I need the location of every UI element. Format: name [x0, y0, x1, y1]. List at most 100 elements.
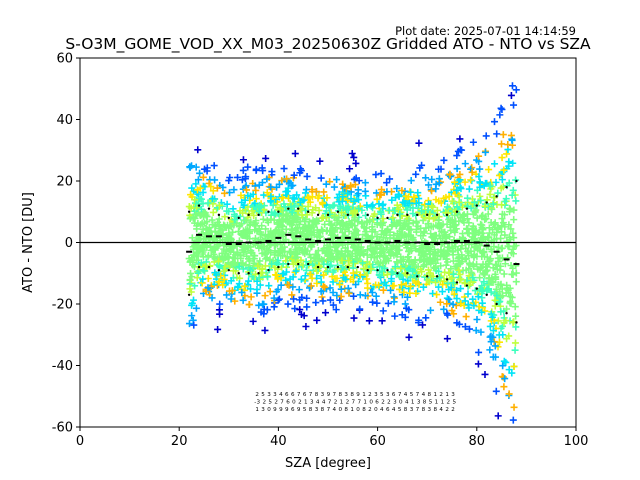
data-point: [241, 216, 249, 224]
data-point: [282, 225, 290, 233]
data-point: [379, 221, 387, 229]
data-point: [361, 179, 369, 187]
data-point: [503, 237, 511, 245]
data-point: [467, 176, 475, 184]
data-point: [512, 312, 520, 320]
data-point: [192, 163, 200, 171]
data-point: [393, 201, 401, 209]
data-point: [449, 248, 457, 256]
data-point: [400, 219, 408, 227]
data-point: [270, 294, 278, 302]
data-point: [412, 273, 420, 281]
x-tick-label: 80: [469, 434, 486, 449]
data-point: [512, 176, 520, 184]
data-point: [290, 195, 298, 203]
data-point: [371, 244, 379, 252]
data-point: [317, 278, 325, 286]
data-point: [405, 306, 413, 314]
data-point: [509, 186, 517, 194]
data-point: [268, 260, 276, 268]
data-point: [455, 198, 463, 206]
data-point: [489, 200, 497, 208]
data-point: [285, 248, 293, 256]
data-point: [453, 165, 461, 173]
data-point: [457, 285, 465, 293]
data-point: [511, 303, 519, 311]
data-point: [193, 237, 201, 245]
data-point: [205, 251, 213, 259]
data-point: [223, 200, 231, 208]
data-point: [505, 221, 513, 229]
data-point: [197, 205, 205, 213]
data-point: [474, 360, 482, 368]
data-point: [263, 216, 271, 224]
data-point: [362, 228, 370, 236]
data-point: [500, 383, 508, 391]
data-point: [194, 176, 202, 184]
data-point: [431, 231, 439, 239]
data-point: [215, 257, 223, 265]
data-point: [460, 301, 468, 309]
data-point: [228, 287, 236, 295]
data-point: [300, 196, 308, 204]
data-point: [509, 159, 517, 167]
data-point: [454, 246, 462, 254]
data-point: [445, 268, 453, 276]
data-point: [312, 219, 320, 227]
data-point: [396, 242, 404, 250]
data-point: [465, 185, 473, 193]
bin-lower-marker: [435, 275, 439, 278]
data-point: [437, 178, 445, 186]
data-point: [462, 266, 470, 274]
y-axis: -60 -40 -20 0 20 40 60: [52, 52, 80, 436]
data-point: [297, 310, 305, 318]
data-point: [462, 313, 470, 321]
data-point: [302, 215, 310, 223]
bin-lower-marker: [445, 278, 449, 281]
data-point: [499, 373, 507, 381]
data-point: [376, 245, 384, 253]
data-point: [393, 185, 401, 193]
data-point: [486, 333, 494, 341]
data-point: [472, 243, 480, 251]
data-point: [192, 304, 200, 312]
data-point: [439, 228, 447, 236]
data-point: [190, 245, 198, 253]
plot-date: Plot date: 2025-07-01 14:14:59: [395, 24, 576, 38]
data-point: [298, 229, 306, 237]
bin-upper-marker: [316, 213, 320, 217]
data-point: [406, 265, 414, 273]
data-point: [471, 287, 479, 295]
data-point: [246, 192, 254, 200]
data-point: [229, 228, 237, 236]
data-point: [485, 166, 493, 174]
data-point: [496, 288, 504, 296]
data-point: [317, 174, 325, 182]
data-point: [350, 292, 358, 300]
data-point: [223, 247, 231, 255]
data-point: [245, 300, 253, 308]
bin-count-row: 1 3 0 9 9 9 6 9 5 8 3 8 7 4 0 8 1 0 8 2 …: [255, 407, 455, 413]
data-point: [363, 224, 371, 232]
data-point: [363, 232, 371, 240]
data-point: [230, 186, 238, 194]
data-point: [372, 171, 380, 179]
data-point: [311, 250, 319, 258]
data-point: [322, 180, 330, 188]
data-point: [507, 91, 515, 99]
data-point: [338, 228, 346, 236]
data-point: [446, 170, 454, 178]
bin-upper-marker: [217, 213, 221, 217]
bin-upper-marker: [277, 210, 280, 213]
data-point: [471, 198, 479, 206]
bin-lower-marker: [406, 272, 409, 275]
data-point: [337, 225, 345, 233]
bin-upper-marker: [366, 213, 369, 217]
data-point: [296, 306, 304, 314]
data-point: [193, 256, 201, 264]
data-point: [386, 234, 394, 242]
data-point: [230, 210, 238, 218]
data-point: [323, 214, 331, 222]
data-point: [417, 207, 425, 215]
data-point: [469, 274, 477, 282]
